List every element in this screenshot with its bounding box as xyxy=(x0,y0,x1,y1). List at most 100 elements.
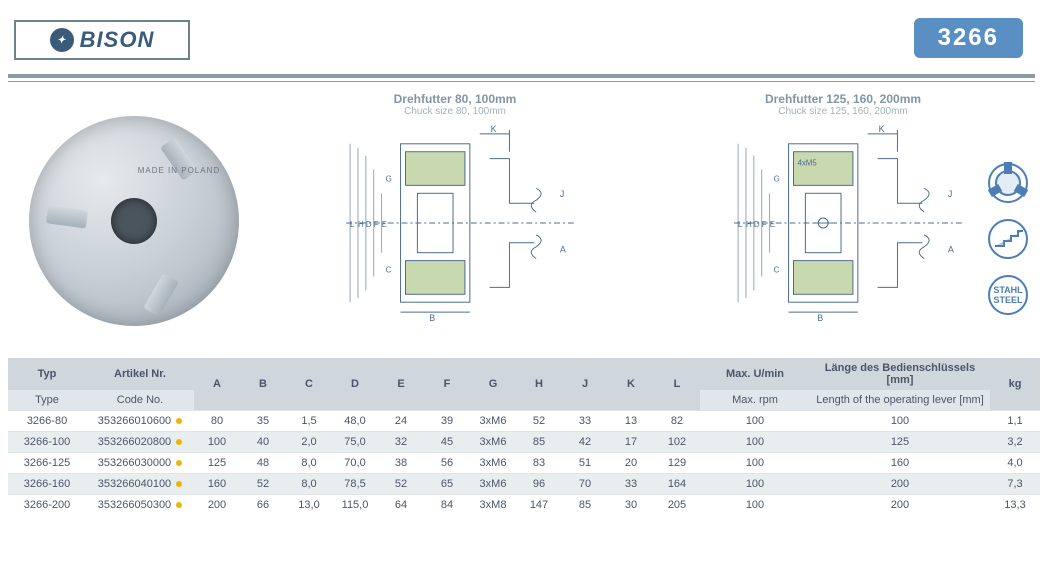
th-len-sub: Length of the operating lever [mm] xyxy=(810,390,990,411)
drawing-left-title: Drehfutter 80, 100mm xyxy=(394,92,517,106)
svg-text:A: A xyxy=(560,245,566,255)
cell: 30 xyxy=(608,495,654,516)
th-B: B xyxy=(240,358,286,411)
cell: 160 xyxy=(810,453,990,474)
th-G: G xyxy=(470,358,516,411)
table-row: 3266-160353266040100 160528,078,552653xM… xyxy=(8,474,1040,495)
svg-text:H: H xyxy=(358,220,364,229)
cell: 3266-200 xyxy=(8,495,86,516)
cell: 100 xyxy=(700,411,810,432)
svg-text:K: K xyxy=(491,124,497,134)
cell: 205 xyxy=(654,495,700,516)
th-C: C xyxy=(286,358,332,411)
product-code-badge: 3266 xyxy=(914,18,1023,58)
cell: 200 xyxy=(810,474,990,495)
th-kg: kg xyxy=(990,358,1040,411)
th-F: F xyxy=(424,358,470,411)
cell: 129 xyxy=(654,453,700,474)
svg-text:C: C xyxy=(774,266,780,275)
cell: 13 xyxy=(608,411,654,432)
th-L: L xyxy=(654,358,700,411)
cell: 20 xyxy=(608,453,654,474)
svg-text:F: F xyxy=(762,220,767,229)
th-codeno: Code No. xyxy=(86,390,194,411)
cell: 3xM6 xyxy=(470,432,516,453)
steel-text-top: STAHL xyxy=(993,285,1023,295)
brand-logo: ✦ BISON xyxy=(14,20,190,60)
cell: 33 xyxy=(562,411,608,432)
th-K: K xyxy=(608,358,654,411)
svg-text:H: H xyxy=(746,220,752,229)
cell: 45 xyxy=(424,432,470,453)
code-dot-icon xyxy=(176,418,182,424)
cell: 35 xyxy=(240,411,286,432)
cell: 353266030000 xyxy=(86,453,194,474)
cell: 7,3 xyxy=(990,474,1040,495)
th-type: Type xyxy=(8,390,86,411)
cell: 100 xyxy=(194,432,240,453)
photo-label: MADE IN POLAND xyxy=(138,166,220,175)
table-row: 3266-200353266050300 2006613,0115,064843… xyxy=(8,495,1040,516)
spec-table: Typ Artikel Nr. A B C D E F G H J K L Ma… xyxy=(8,358,1035,515)
product-photo: MADE IN POLAND xyxy=(6,92,261,350)
svg-text:C: C xyxy=(386,266,392,275)
cell: 125 xyxy=(194,453,240,474)
cell: 65 xyxy=(424,474,470,495)
cell: 2,0 xyxy=(286,432,332,453)
cell: 24 xyxy=(378,411,424,432)
svg-text:L: L xyxy=(350,220,355,229)
cell: 56 xyxy=(424,453,470,474)
drawing-left-sub: Chuck size 80, 100mm xyxy=(404,106,506,117)
th-E: E xyxy=(378,358,424,411)
code-dot-icon xyxy=(176,439,182,445)
th-rpm-sub: Max. rpm xyxy=(700,390,810,411)
header-divider xyxy=(8,74,1035,88)
cell: 8,0 xyxy=(286,453,332,474)
svg-text:B: B xyxy=(429,313,435,322)
svg-text:J: J xyxy=(560,189,564,199)
cell: 64 xyxy=(378,495,424,516)
svg-text:K: K xyxy=(879,124,885,134)
cell: 100 xyxy=(700,474,810,495)
cell: 125 xyxy=(810,432,990,453)
cell: 164 xyxy=(654,474,700,495)
cell: 38 xyxy=(378,453,424,474)
th-typ: Typ xyxy=(8,358,86,390)
cell: 3266-160 xyxy=(8,474,86,495)
svg-text:4xM5: 4xM5 xyxy=(797,159,817,168)
cell: 96 xyxy=(516,474,562,495)
cell: 48,0 xyxy=(332,411,378,432)
cell: 85 xyxy=(562,495,608,516)
stahl-steel-icon: STAHL STEEL xyxy=(985,272,1031,318)
cell: 3266-100 xyxy=(8,432,86,453)
cell: 78,5 xyxy=(332,474,378,495)
svg-text:L: L xyxy=(738,220,743,229)
cell: 100 xyxy=(700,432,810,453)
cell: 3xM6 xyxy=(470,453,516,474)
cell: 52 xyxy=(240,474,286,495)
cell: 147 xyxy=(516,495,562,516)
table-row: 3266-80353266010600 80351,548,024393xM65… xyxy=(8,411,1040,432)
cell: 3,2 xyxy=(990,432,1040,453)
cell: 1,1 xyxy=(990,411,1040,432)
cell: 66 xyxy=(240,495,286,516)
cell: 13,0 xyxy=(286,495,332,516)
drawing-right-title: Drehfutter 125, 160, 200mm xyxy=(765,92,921,106)
gear-icon: ✦ xyxy=(50,28,74,52)
th-len-top: Länge des Bedienschlüssels [mm] xyxy=(810,358,990,390)
svg-text:E: E xyxy=(382,220,387,229)
cell: 85 xyxy=(516,432,562,453)
svg-text:E: E xyxy=(770,220,775,229)
cell: 32 xyxy=(378,432,424,453)
steel-text-bot: STEEL xyxy=(993,295,1023,305)
cell: 33 xyxy=(608,474,654,495)
cell: 4,0 xyxy=(990,453,1040,474)
cell: 70 xyxy=(562,474,608,495)
svg-text:G: G xyxy=(774,174,780,183)
cell: 3266-80 xyxy=(8,411,86,432)
th-D: D xyxy=(332,358,378,411)
cell: 39 xyxy=(424,411,470,432)
code-dot-icon xyxy=(176,460,182,466)
cell: 80 xyxy=(194,411,240,432)
svg-text:F: F xyxy=(374,220,379,229)
